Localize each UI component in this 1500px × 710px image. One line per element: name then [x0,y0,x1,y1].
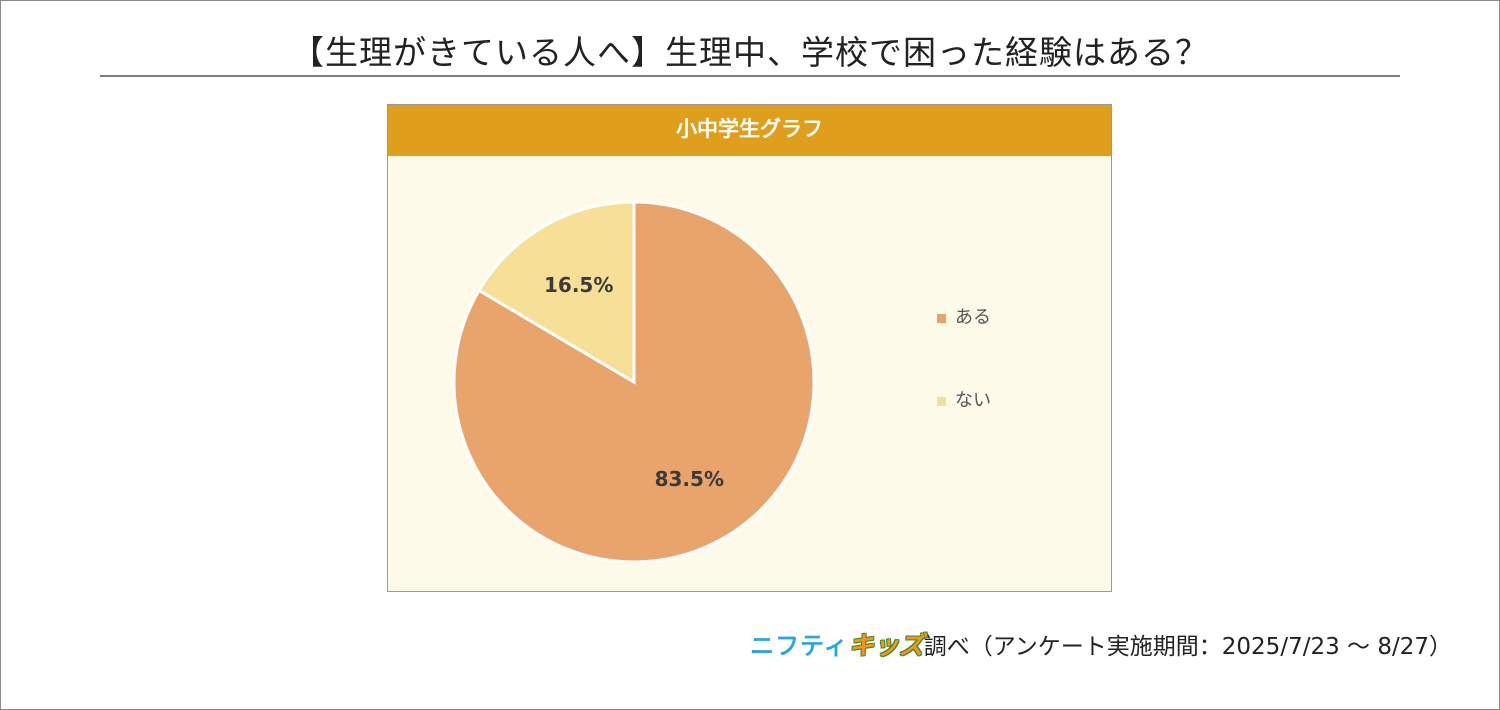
brand-kids: キッズ [848,631,924,660]
chart-title: 小中学生グラフ [388,105,1111,156]
chart-panel: 小中学生グラフ 83.5% 16.5% ある ない [387,104,1112,592]
footer-credit: ニフティキッズ調べ（アンケート実施期間：2025/7/23 ～ 8/27） [750,626,1452,662]
legend-label-nai: ない [955,390,991,411]
pie-slice-1 [477,200,636,385]
brand-nifty: ニフティ [750,632,849,660]
survey-period-note: 調べ（アンケート実施期間：2025/7/23 ～ 8/27） [923,634,1452,660]
legend-swatch-aru [937,314,946,323]
pie-data-label-0: 83.5% [655,467,724,491]
legend-label-aru: ある [955,307,991,328]
title-divider [100,75,1400,77]
page-title: 【生理がきている人へ】生理中、学校で困った経験はある？ [291,33,1209,72]
legend-swatch-nai [937,397,946,406]
pie-data-label-1: 16.5% [544,273,613,297]
pie-chart: 83.5% 16.5% [452,200,816,564]
